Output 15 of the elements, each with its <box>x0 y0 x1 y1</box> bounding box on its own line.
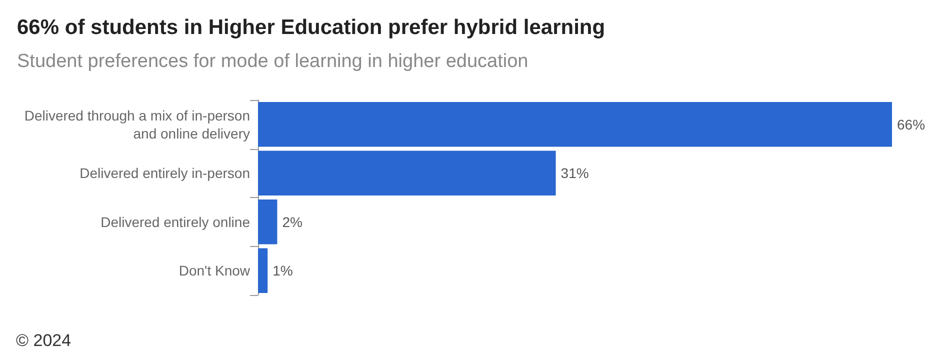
bar <box>258 150 556 196</box>
y-tick-label: Don't Know <box>178 262 251 279</box>
bar <box>258 199 278 244</box>
chart-subtitle: Student preferences for mode of learning in higher education <box>17 51 528 72</box>
data-label: 1% <box>272 262 293 279</box>
y-tick-label: Delivered entirely online <box>100 214 250 230</box>
data-label: 2% <box>282 214 302 230</box>
text: © 2024 <box>16 331 72 350</box>
y-tick-label: Delivered entirely in-person <box>80 165 250 182</box>
chart-title: 66% of students in Higher Education prefer hybrid learning <box>17 16 606 39</box>
y-tick-label: Delivered through a mix of in-person and online delivery <box>24 107 250 142</box>
bar <box>258 248 268 294</box>
data-label: 66% <box>897 116 926 132</box>
data-label: 31% <box>560 165 589 182</box>
bar <box>258 102 892 147</box>
